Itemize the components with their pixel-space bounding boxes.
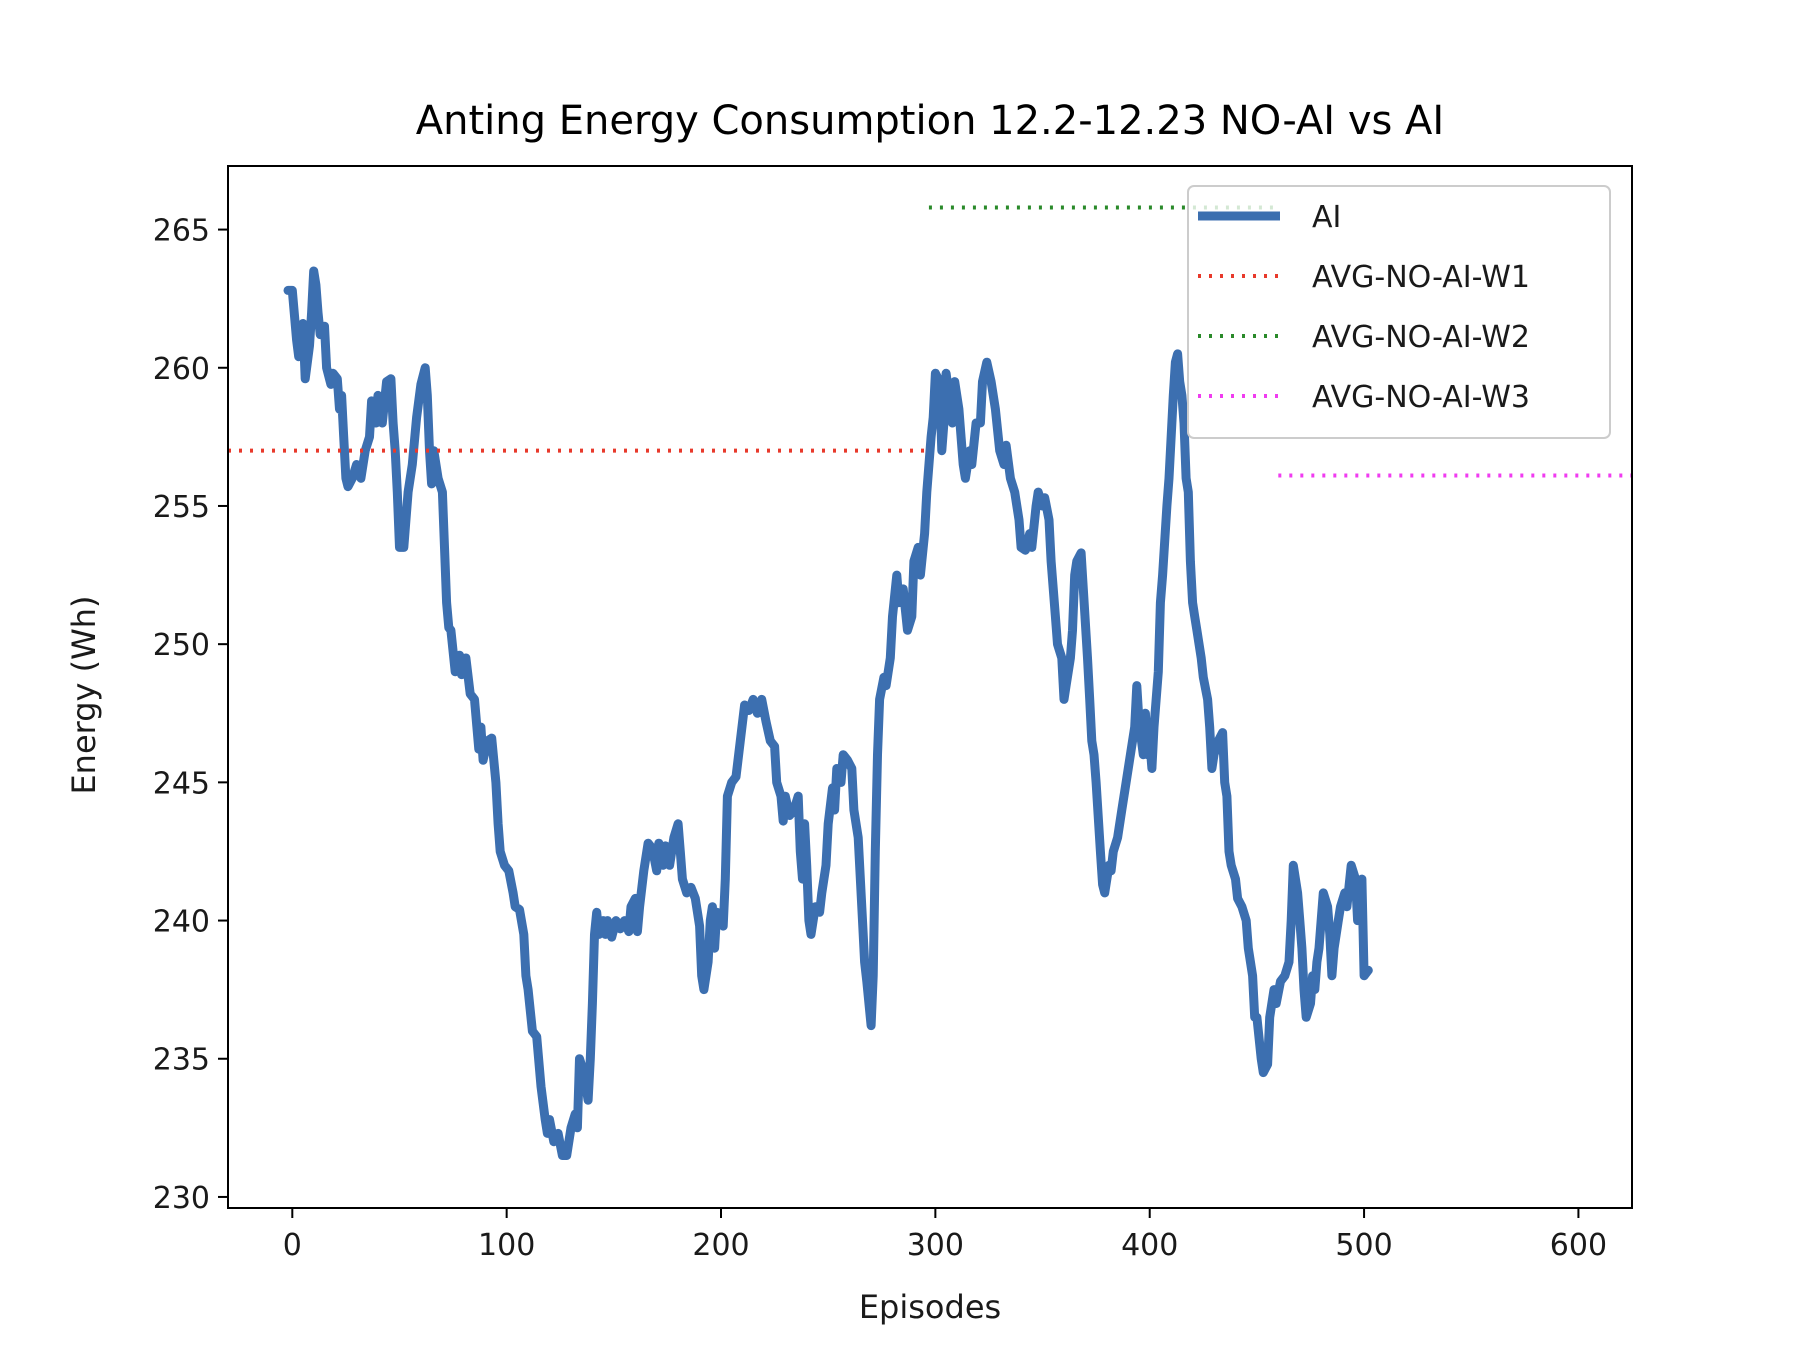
x-axis-label: Episodes — [859, 1288, 1001, 1326]
legend: AI AVG-NO-AI-W1 AVG-NO-AI-W2 AVG-NO-AI-W3 — [1187, 185, 1611, 439]
legend-label-avg-no-ai-w2: AVG-NO-AI-W2 — [1312, 320, 1530, 355]
series-group — [228, 205, 1632, 1160]
x-tick-label: 300 — [907, 1228, 964, 1263]
legend-label-avg-no-ai-w3: AVG-NO-AI-W3 — [1312, 380, 1530, 415]
legend-label-ai: AI — [1312, 200, 1341, 235]
y-tick-label: 255 — [153, 490, 210, 525]
y-axis-label: Energy (Wh) — [65, 595, 103, 794]
y-tick-label: 250 — [153, 628, 210, 663]
x-tick-label: 0 — [283, 1228, 302, 1263]
chart-title: Anting Energy Consumption 12.2-12.23 NO-… — [416, 98, 1444, 144]
x-tick-label: 600 — [1550, 1228, 1607, 1263]
y-tick-label: 230 — [153, 1181, 210, 1216]
y-axis: 230 235 240 245 250 255 260 265 — [153, 214, 228, 1216]
y-tick-label: 265 — [153, 214, 210, 249]
y-tick-label: 235 — [153, 1043, 210, 1078]
y-tick-label: 240 — [153, 905, 210, 940]
y-tick-label: 260 — [153, 352, 210, 387]
plot-frame — [227, 165, 1633, 1209]
x-tick-label: 200 — [692, 1228, 749, 1263]
plot-area — [227, 165, 1633, 1209]
x-tick-label: 500 — [1335, 1228, 1392, 1263]
legend-box — [1187, 185, 1611, 439]
x-tick-label: 100 — [478, 1228, 535, 1263]
legend-label-avg-no-ai-w1: AVG-NO-AI-W1 — [1312, 260, 1530, 295]
x-axis: 0 100 200 300 400 500 600 — [283, 1208, 1607, 1263]
x-tick-label: 400 — [1121, 1228, 1178, 1263]
series-line-ai — [283, 266, 1373, 1160]
y-tick-label: 245 — [153, 766, 210, 801]
